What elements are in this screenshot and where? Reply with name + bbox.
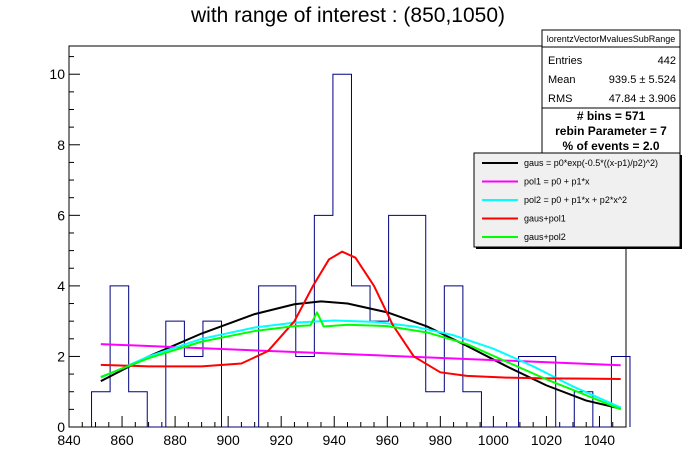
x-tick-label: 1000 xyxy=(478,432,509,448)
stats-value: 442 xyxy=(658,55,676,67)
x-tick-label: 940 xyxy=(323,432,347,448)
x-tick-label: 960 xyxy=(376,432,400,448)
legend-label: gaus+pol1 xyxy=(524,214,566,224)
stats-title: lorentzVectorMvaluesSubRange xyxy=(547,34,676,44)
fit-curve xyxy=(100,300,621,410)
legend-label: gaus = p0*exp(-0.5*((x-p1)/p2)^2) xyxy=(524,158,658,168)
legend-label: pol2 = p0 + p1*x + p2*x^2 xyxy=(524,195,627,205)
stats-value: 939.5 ± 5.524 xyxy=(609,74,676,86)
x-tick-label: 1020 xyxy=(531,432,562,448)
info-line: # bins = 571 xyxy=(577,109,646,123)
stats-label: Entries xyxy=(548,55,583,67)
y-tick-label: 6 xyxy=(57,207,65,223)
x-tick-label: 900 xyxy=(216,432,240,448)
x-tick-label: 840 xyxy=(57,432,81,448)
x-tick-label: 980 xyxy=(429,432,453,448)
legend-label: pol1 = p0 + p1*x xyxy=(524,177,590,187)
stats-label: Mean xyxy=(548,74,576,86)
chart-title: with range of interest : (850,1050) xyxy=(190,4,505,27)
legend-label: gaus+pol2 xyxy=(524,232,566,242)
x-tick-label: 1040 xyxy=(584,432,615,448)
fit-curve xyxy=(100,311,622,411)
fit-curve xyxy=(100,250,621,381)
y-tick-label: 2 xyxy=(57,348,65,364)
x-tick-label: 920 xyxy=(270,432,294,448)
y-tick-label: 0 xyxy=(57,419,65,435)
fit-curve xyxy=(100,343,621,367)
x-tick-label: 880 xyxy=(163,432,187,448)
x-tick-label: 860 xyxy=(110,432,134,448)
stats-value: 47.84 ± 3.906 xyxy=(609,93,676,105)
info-box xyxy=(541,107,681,154)
histogram-outline xyxy=(91,73,631,428)
stats-label: RMS xyxy=(548,93,572,105)
fit-curve xyxy=(100,319,622,409)
info-line: rebin Parameter = 7 xyxy=(555,124,667,138)
y-tick-label: 8 xyxy=(57,137,65,153)
info-line: % of events = 2.0 xyxy=(562,139,659,153)
y-tick-label: 10 xyxy=(49,66,65,82)
y-tick-label: 4 xyxy=(57,278,65,294)
